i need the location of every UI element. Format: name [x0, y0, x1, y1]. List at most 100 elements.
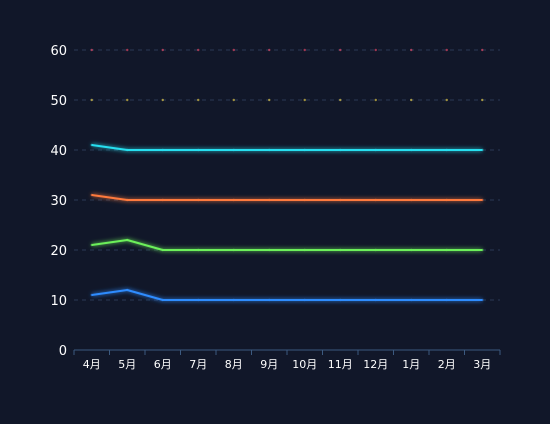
- data-point: [445, 148, 448, 152]
- data-point: [232, 298, 235, 302]
- y-tick-label: 60: [50, 44, 67, 59]
- y-tick-label: 0: [59, 344, 67, 359]
- data-point: [445, 298, 448, 302]
- tick-labels: 0 10 20 30 40 50 60 4月 5月 6月 7月 8月 9月 10月 11月 12月 1月 2月 3月: [50, 44, 491, 371]
- data-point: [197, 98, 200, 102]
- data-point: [339, 298, 342, 302]
- series-line-3: [91, 194, 483, 201]
- series-lines: [90, 48, 484, 302]
- x-tick-label: 6月: [154, 358, 172, 371]
- data-point: [410, 48, 413, 52]
- data-point: [339, 248, 342, 252]
- y-tick-label: 40: [50, 144, 67, 159]
- data-point: [445, 98, 448, 102]
- series-line-2: [91, 144, 483, 151]
- x-tick-label: 3月: [473, 358, 491, 371]
- data-point: [126, 48, 129, 52]
- data-point: [445, 248, 448, 252]
- x-tick-label: 8月: [225, 358, 243, 371]
- x-tick-label: 10月: [292, 358, 317, 371]
- data-point: [161, 198, 164, 202]
- data-point: [161, 98, 164, 102]
- data-point: [410, 148, 413, 152]
- data-point: [374, 148, 377, 152]
- data-point: [481, 148, 484, 152]
- data-point: [268, 298, 271, 302]
- data-point: [90, 143, 93, 147]
- data-point: [90, 48, 93, 52]
- x-tick-label: 9月: [260, 358, 278, 371]
- data-point: [481, 98, 484, 102]
- y-tick-label: 10: [50, 294, 67, 309]
- data-point: [268, 48, 271, 52]
- data-point: [374, 198, 377, 202]
- y-tick-label: 30: [50, 194, 67, 209]
- data-point: [303, 48, 306, 52]
- data-point: [481, 48, 484, 52]
- data-point: [374, 298, 377, 302]
- data-point: [303, 298, 306, 302]
- data-point: [126, 288, 129, 292]
- data-point: [268, 98, 271, 102]
- data-point: [197, 198, 200, 202]
- data-point: [339, 98, 342, 102]
- data-point: [445, 48, 448, 52]
- data-point: [232, 148, 235, 152]
- data-point: [303, 248, 306, 252]
- data-point: [126, 148, 129, 152]
- data-point: [90, 293, 93, 297]
- data-point: [303, 148, 306, 152]
- data-point: [339, 48, 342, 52]
- data-point: [339, 148, 342, 152]
- y-tick-label: 20: [50, 244, 67, 259]
- series-line-5: [91, 289, 483, 301]
- data-point: [481, 198, 484, 202]
- grid-lines: [74, 49, 500, 301]
- data-point: [126, 238, 129, 242]
- data-point: [197, 248, 200, 252]
- data-point: [90, 98, 93, 102]
- data-point: [197, 48, 200, 52]
- data-point: [410, 198, 413, 202]
- data-point: [161, 248, 164, 252]
- data-point: [268, 248, 271, 252]
- data-point: [339, 198, 342, 202]
- data-point: [197, 298, 200, 302]
- data-point: [268, 148, 271, 152]
- data-point: [161, 148, 164, 152]
- x-tick-label: 4月: [83, 358, 101, 371]
- data-point: [410, 248, 413, 252]
- axes: [73, 349, 501, 355]
- x-tick-label: 2月: [438, 358, 456, 371]
- x-tick-label: 12月: [363, 358, 388, 371]
- x-tick-label: 1月: [402, 358, 420, 371]
- data-point: [374, 248, 377, 252]
- x-tick-label: 5月: [118, 358, 136, 371]
- data-point: [161, 48, 164, 52]
- data-point: [126, 98, 129, 102]
- data-point: [410, 98, 413, 102]
- data-point: [126, 198, 129, 202]
- data-point: [374, 48, 377, 52]
- data-point: [161, 298, 164, 302]
- data-point: [410, 298, 413, 302]
- data-point: [232, 248, 235, 252]
- series-line-4: [91, 239, 483, 251]
- data-point: [232, 48, 235, 52]
- data-point: [232, 198, 235, 202]
- data-point: [481, 248, 484, 252]
- x-tick-label: 11月: [328, 358, 353, 371]
- data-point: [374, 98, 377, 102]
- data-point: [268, 198, 271, 202]
- data-point: [232, 98, 235, 102]
- data-point: [445, 198, 448, 202]
- y-tick-label: 50: [50, 94, 67, 109]
- data-point: [197, 148, 200, 152]
- data-point: [303, 198, 306, 202]
- data-point: [90, 193, 93, 197]
- data-point: [90, 243, 93, 247]
- data-point: [481, 298, 484, 302]
- x-tick-label: 7月: [189, 358, 207, 371]
